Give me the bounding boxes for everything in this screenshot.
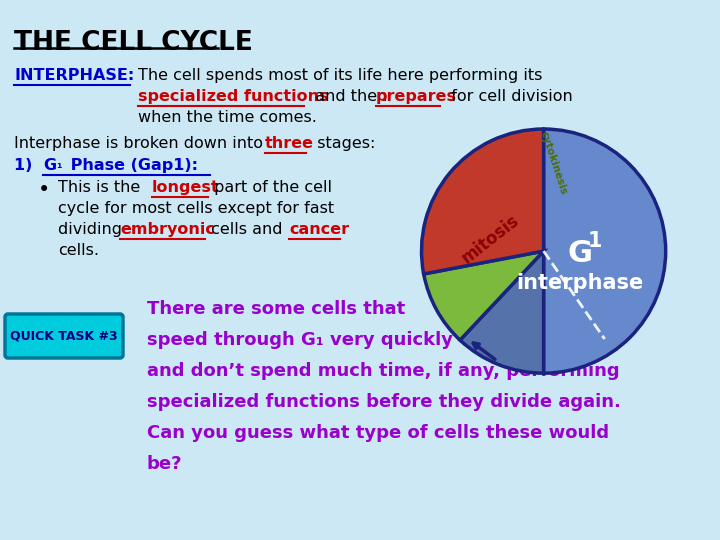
Text: G: G bbox=[43, 158, 56, 173]
Text: speed through G₁ very quickly: speed through G₁ very quickly bbox=[147, 331, 453, 349]
Text: 1: 1 bbox=[588, 231, 602, 251]
Text: Can you guess what type of cells these would: Can you guess what type of cells these w… bbox=[147, 424, 609, 442]
Text: mitosis: mitosis bbox=[458, 211, 522, 267]
Text: cytokinesis: cytokinesis bbox=[539, 130, 568, 196]
Text: cancer: cancer bbox=[289, 222, 349, 237]
Text: G: G bbox=[568, 239, 593, 268]
Text: three: three bbox=[265, 136, 314, 151]
Text: for cell division: for cell division bbox=[441, 89, 572, 104]
Text: cells and: cells and bbox=[206, 222, 287, 237]
Text: Interphase is broken down into: Interphase is broken down into bbox=[14, 136, 268, 151]
Text: THE CELL CYCLE: THE CELL CYCLE bbox=[14, 30, 253, 56]
Wedge shape bbox=[544, 129, 666, 373]
Wedge shape bbox=[423, 251, 544, 340]
Text: embryonic: embryonic bbox=[120, 222, 215, 237]
Text: part of the cell: part of the cell bbox=[209, 180, 332, 195]
Text: The cell spends most of its life here performing its: The cell spends most of its life here pe… bbox=[138, 68, 542, 83]
Text: specialized functions: specialized functions bbox=[138, 89, 328, 104]
Text: This is the: This is the bbox=[58, 180, 145, 195]
Text: interphase: interphase bbox=[517, 273, 644, 293]
FancyBboxPatch shape bbox=[5, 314, 123, 358]
Wedge shape bbox=[421, 129, 544, 274]
Text: INTERPHASE:: INTERPHASE: bbox=[14, 68, 134, 83]
Text: Phase (Gap1):: Phase (Gap1): bbox=[65, 158, 198, 173]
Text: cycle for most cells except for fast: cycle for most cells except for fast bbox=[58, 201, 334, 216]
Text: QUICK TASK #3: QUICK TASK #3 bbox=[10, 329, 118, 342]
Text: specialized functions before they divide again.: specialized functions before they divide… bbox=[147, 393, 621, 411]
Text: when the time comes.: when the time comes. bbox=[138, 110, 317, 125]
Text: prepares: prepares bbox=[376, 89, 457, 104]
Text: 1): 1) bbox=[14, 158, 38, 173]
Wedge shape bbox=[460, 251, 544, 373]
Text: dividing: dividing bbox=[58, 222, 127, 237]
Text: and don’t spend much time, if any, performing: and don’t spend much time, if any, perfo… bbox=[147, 362, 620, 380]
Text: longest: longest bbox=[152, 180, 220, 195]
Text: cells.: cells. bbox=[58, 243, 99, 258]
Text: ₁: ₁ bbox=[56, 158, 61, 171]
Text: •: • bbox=[38, 180, 50, 200]
Text: There are some cells that: There are some cells that bbox=[147, 300, 405, 318]
Text: be?: be? bbox=[147, 455, 182, 473]
Text: stages:: stages: bbox=[307, 136, 375, 151]
Text: and then: and then bbox=[305, 89, 392, 104]
